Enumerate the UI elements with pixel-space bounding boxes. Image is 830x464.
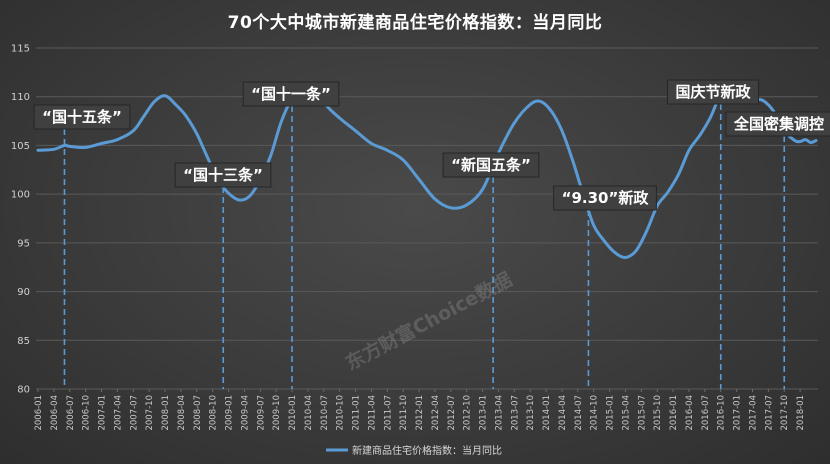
watermark-text: 东方财富Choice数据: [342, 268, 516, 375]
x-tick-label: 2007-07: [129, 395, 139, 431]
x-tick-label: 2017-07: [764, 395, 774, 431]
x-tick-label: 2008-01: [161, 395, 171, 431]
annotation-label: “国十一条”: [242, 81, 340, 107]
x-tick-label: 2014-07: [574, 395, 584, 431]
x-tick-label: 2007-04: [113, 395, 123, 431]
annotation-box: [725, 111, 830, 137]
annotation-text: 全国密集调控: [733, 115, 824, 133]
y-tick-label: 95: [17, 238, 30, 249]
x-tick-label: 2014-04: [558, 395, 568, 431]
x-tick-label: 2009-10: [272, 395, 282, 431]
x-tick-label: 2017-10: [780, 395, 790, 431]
x-tick-label: 2011-04: [367, 395, 377, 431]
y-tick-label: 115: [11, 44, 30, 55]
chart-title: 70个大中城市新建商品住宅价格指数：当月同比: [227, 13, 603, 33]
x-tick-label: 2012-01: [415, 395, 425, 431]
x-tick-label: 2009-04: [240, 395, 250, 431]
x-tick-label: 2011-07: [383, 395, 393, 431]
x-tick-label: 2015-07: [637, 395, 647, 431]
x-tick-label: 2015-10: [653, 395, 663, 431]
annotation-label: 国庆节新政: [666, 79, 760, 105]
x-tick-label: 2012-07: [447, 395, 457, 431]
x-tick-label: 2010-01: [288, 395, 298, 431]
x-tick-label: 2015-04: [621, 395, 631, 431]
x-tick-label: 2013-07: [510, 395, 520, 431]
x-tick-label: 2006-10: [82, 395, 92, 431]
annotation-box: [553, 185, 657, 211]
annotation-box: [442, 152, 540, 178]
annotation-box: [242, 81, 340, 107]
annotation-text: “新国五条”: [451, 156, 531, 174]
y-tick-label: 110: [11, 92, 30, 103]
x-tick-label: 2013-10: [526, 395, 536, 431]
annotation-label: “国十五条”: [33, 104, 131, 130]
x-tick-label: 2018-01: [796, 395, 806, 431]
x-tick-label: 2008-10: [209, 395, 219, 431]
legend: 新建商品住宅价格指数：当月同比: [326, 444, 502, 457]
y-tick-label: 105: [11, 141, 30, 152]
x-tick-label: 2010-10: [336, 395, 346, 431]
annotation-label: “新国五条”: [442, 152, 540, 178]
x-tick-label: 2016-04: [685, 395, 695, 431]
x-tick-label: 2016-07: [701, 395, 711, 431]
x-tick-label: 2006-01: [34, 395, 44, 431]
x-tick-label: 2010-04: [304, 395, 314, 431]
y-tick-label: 100: [11, 190, 30, 201]
annotation-box: [666, 79, 760, 105]
annotation-text: 国庆节新政: [675, 83, 751, 101]
annotation-text: “国十五条”: [42, 108, 122, 126]
x-tick-label: 2014-01: [542, 395, 552, 431]
x-tick-label: 2007-01: [98, 395, 108, 431]
annotation-text: “国十一条”: [251, 85, 331, 103]
x-tick-label: 2013-01: [479, 395, 489, 431]
annotation-label: “国十三条”: [174, 162, 272, 188]
annotation-text: “国十三条”: [183, 166, 263, 184]
x-tick-label: 2011-01: [352, 395, 362, 431]
annotation-box: [174, 162, 272, 188]
x-tick-label: 2014-10: [590, 395, 600, 431]
x-tick-label: 2011-10: [399, 395, 409, 431]
y-tick-label: 90: [17, 287, 30, 298]
x-tick-label: 2010-07: [320, 395, 330, 431]
x-tick-label: 2016-01: [669, 395, 679, 431]
annotation-label: “9.30”新政: [553, 185, 657, 211]
x-tick-label: 2006-07: [66, 395, 76, 431]
x-tick-label: 2007-10: [145, 395, 155, 431]
x-tick-label: 2009-07: [256, 395, 266, 431]
x-tick-label: 2008-04: [177, 395, 187, 431]
x-tick-label: 2016-10: [717, 395, 727, 431]
series-line: [36, 83, 818, 260]
x-tick-label: 2012-10: [463, 395, 473, 431]
annotation-box: [33, 104, 131, 130]
x-tick-label: 2013-04: [494, 395, 504, 431]
x-tick-label: 2009-01: [225, 395, 235, 431]
x-tick-label: 2015-01: [606, 395, 616, 431]
y-tick-label: 85: [17, 336, 30, 347]
x-tick-label: 2017-04: [748, 395, 758, 431]
x-tick-label: 2006-04: [50, 395, 60, 431]
x-tick-label: 2017-01: [733, 395, 743, 431]
annotation-label: 全国密集调控: [725, 111, 830, 137]
annotation-text: “9.30”新政: [562, 189, 650, 207]
x-tick-label: 2012-04: [431, 395, 441, 431]
y-tick-label: 80: [17, 385, 30, 396]
legend-label: 新建商品住宅价格指数：当月同比: [352, 444, 502, 457]
x-tick-label: 2008-07: [193, 395, 203, 431]
